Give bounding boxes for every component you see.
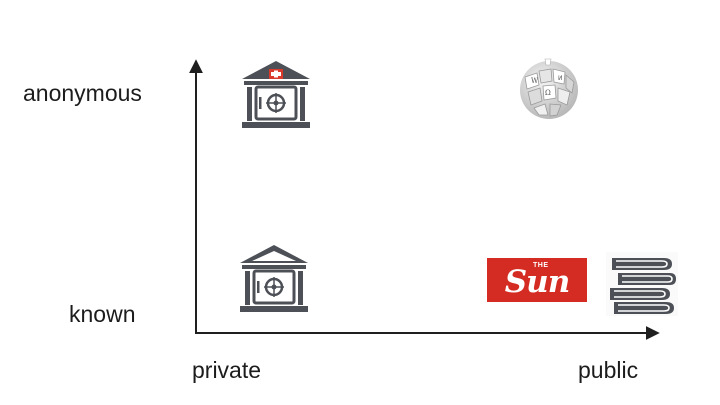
sun-logo-word: Sun	[504, 264, 570, 300]
the-sun-logo: THE Sun	[487, 258, 587, 302]
bank-vault-icon	[240, 245, 308, 312]
y-axis-top-label: anonymous	[23, 80, 142, 106]
wikipedia-globe-icon: W Ω И	[520, 58, 578, 119]
svg-text:Ω: Ω	[545, 89, 551, 97]
swiss-bank-vault-icon	[242, 61, 310, 128]
x-axis-right-label: public	[578, 357, 639, 383]
sun-logo-the: THE	[533, 262, 549, 269]
svg-text:W: W	[531, 77, 539, 85]
svg-text:И: И	[558, 75, 563, 82]
x-axis-left-label: private	[192, 357, 262, 383]
books-stack-icon	[606, 252, 678, 316]
y-axis-bottom-label: known	[69, 301, 136, 327]
